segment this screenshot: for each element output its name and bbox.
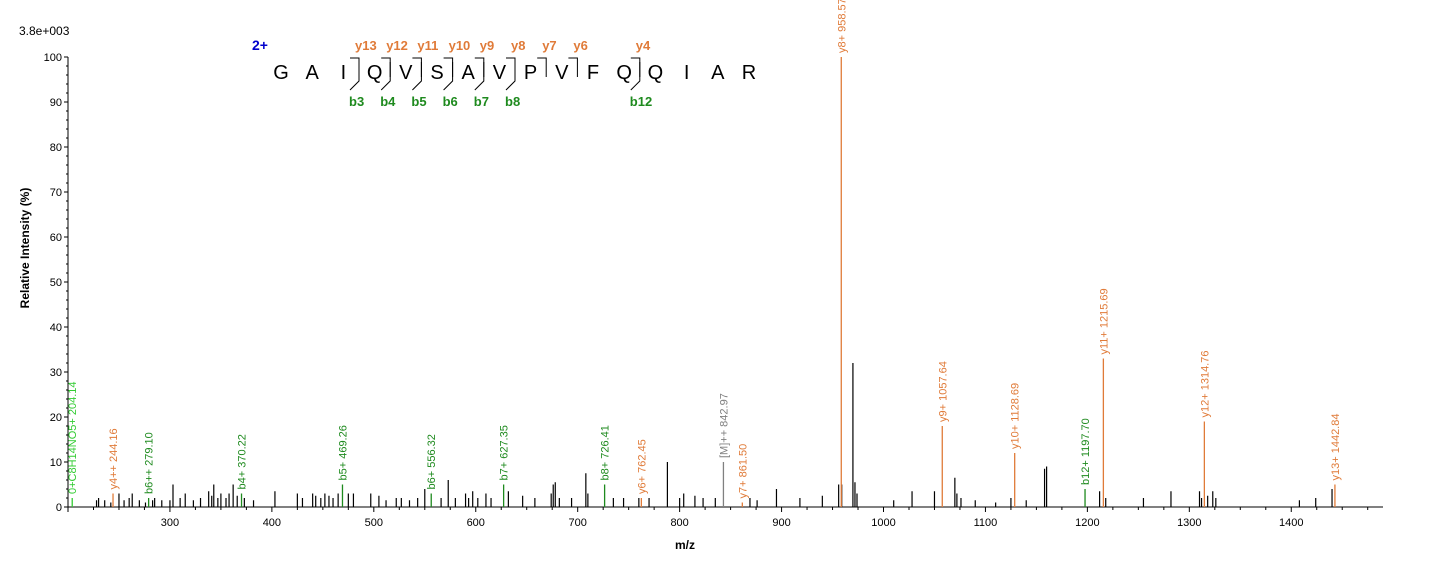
y-ion-bracket — [350, 57, 360, 77]
y-ion-label: y6 — [573, 38, 587, 53]
peak-label: b4+ 370.22 — [237, 434, 249, 489]
b-ion-bracket — [412, 62, 422, 91]
peak-label: b8+ 726.41 — [600, 425, 612, 480]
y-tick-label: 40 — [50, 322, 62, 334]
b-ion-label: b6 — [443, 94, 458, 109]
residue: V — [399, 62, 413, 84]
peak-label: y7+ 861.50 — [737, 444, 749, 499]
x-tick-label: 1200 — [1075, 517, 1099, 529]
peak-label: y6+ 762.45 — [636, 439, 648, 494]
b-ion-bracket — [443, 62, 454, 91]
x-tick-label: 1300 — [1177, 517, 1201, 529]
residue: A — [462, 62, 476, 84]
residue: V — [555, 62, 569, 84]
b-ion-bracket — [505, 62, 516, 91]
b-ion-bracket — [630, 62, 641, 91]
y-axis-label: Relative Intensity (%) — [18, 188, 32, 309]
annotated-peaks: 0+C8H14NO5+ 204.14 y4++ 244.16 b6++ 279.10… — [67, 0, 1342, 507]
x-tick-label: 900 — [772, 517, 790, 529]
peak-bars — [95, 363, 1333, 507]
peak-label: b6++ 279.10 — [144, 432, 156, 494]
axes: 0 10 20 30 40 50 60 70 80 90 100 300 400 500 600 700 800… — [44, 52, 1383, 529]
residue: A — [306, 62, 320, 84]
residue: P — [524, 62, 537, 84]
peak-label: 0+C8H14NO5+ 204.14 — [67, 381, 79, 494]
y-tick-label: 50 — [50, 277, 62, 289]
x-tick-label: 1100 — [974, 517, 998, 529]
peak-label: y13+ 1442.84 — [1330, 414, 1342, 481]
x-tick-label: 500 — [365, 517, 383, 529]
y-tick-label: 100 — [44, 52, 62, 64]
b-ion-bracket — [380, 62, 391, 91]
peak-label: b12+ 1197.70 — [1080, 418, 1092, 485]
b-ion-bracket — [349, 62, 360, 91]
peak-label: y4++ 244.16 — [108, 428, 120, 489]
y-tick-label: 10 — [50, 457, 62, 469]
b-ion-label: b4 — [380, 94, 396, 109]
residue: A — [711, 62, 725, 84]
b-ion-label: b7 — [474, 94, 489, 109]
x-axis-label: m/z — [675, 538, 695, 552]
b-ion-bracket — [474, 62, 485, 91]
x-tick-label: 700 — [569, 517, 587, 529]
peak-label: [M]++ 842.97 — [718, 393, 730, 458]
peak-label: y9+ 1057.64 — [937, 361, 949, 422]
y-ion-bracket — [506, 57, 516, 77]
y-ion-label: y8 — [511, 38, 525, 53]
b-ion-label: b3 — [349, 94, 364, 109]
residue: G — [273, 62, 289, 84]
b-ion-label: b8 — [505, 94, 520, 109]
y-tick-label: 80 — [50, 142, 62, 154]
y-ion-bracket — [474, 57, 485, 77]
y-ion-bracket — [412, 57, 422, 77]
residue: S — [430, 62, 443, 84]
peak-label: y12+ 1314.76 — [1199, 351, 1211, 418]
y-tick-label: 90 — [50, 97, 62, 109]
residue: R — [742, 62, 756, 84]
b-ion-label: b5 — [411, 94, 426, 109]
peak-label: b5+ 469.26 — [337, 425, 349, 480]
y-tick-label: 0 — [56, 502, 62, 514]
y-tick-label: 70 — [50, 187, 62, 199]
y-tick-label: 60 — [50, 232, 62, 244]
peak-label: b7+ 627.35 — [499, 425, 511, 480]
y-ion-label: y13 — [355, 38, 377, 53]
x-tick-label: 600 — [467, 517, 485, 529]
x-tick-label: 1000 — [871, 517, 895, 529]
x-tick-label: 800 — [670, 517, 688, 529]
y-ion-label: y7 — [542, 38, 556, 53]
b-ion-label: b12 — [630, 94, 652, 109]
y-ion-label: y11 — [417, 38, 438, 53]
x-tick-label: 400 — [263, 517, 281, 529]
y-ion-label: y9 — [480, 38, 494, 53]
peak-label: y8+ 958.57 — [836, 0, 848, 53]
x-tick-label: 300 — [161, 517, 179, 529]
y-ion-bracket — [381, 57, 391, 77]
y-ion-label: y10 — [449, 38, 471, 53]
y-ion-label: y12 — [386, 38, 408, 53]
y-ion-bracket — [537, 57, 547, 77]
residue: I — [684, 62, 690, 84]
y-tick-label: 30 — [50, 367, 62, 379]
residue: Q — [648, 62, 664, 84]
y-ion-bracket — [630, 57, 641, 77]
charge-state: 2+ — [252, 37, 268, 53]
peak-label: b6+ 556.32 — [426, 434, 438, 489]
y-ion-label: y4 — [636, 38, 651, 53]
y-ion-bracket — [568, 57, 578, 77]
y-tick-label: 20 — [50, 412, 62, 424]
peak-label: y10+ 1128.69 — [1010, 383, 1022, 449]
residue: Q — [616, 62, 632, 84]
x-tick-label: 1400 — [1279, 517, 1303, 529]
y-ion-bracket — [443, 57, 454, 77]
residue: F — [587, 62, 599, 84]
residue: I — [341, 62, 347, 84]
peak-label: y11+ 1215.69 — [1098, 288, 1110, 354]
intensity-scale-label: 3.8e+003 — [19, 24, 70, 38]
residue: Q — [367, 62, 383, 84]
residue: V — [493, 62, 507, 84]
